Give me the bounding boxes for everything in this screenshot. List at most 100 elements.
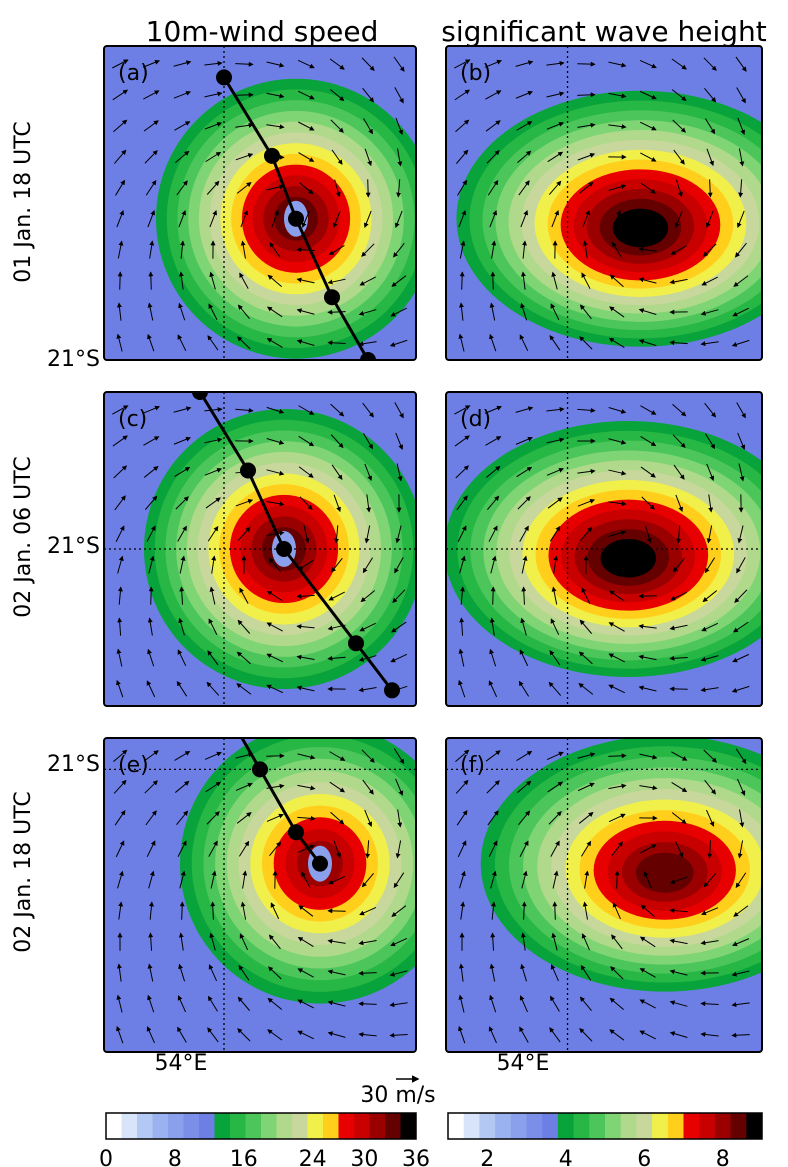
wind-vector xyxy=(614,870,620,889)
panel-label: (e) xyxy=(118,753,149,778)
wind-vector xyxy=(329,89,345,102)
wind-vector xyxy=(485,436,502,446)
wind-vector xyxy=(550,303,560,321)
wind-vector xyxy=(266,338,283,348)
colorbar-swatch xyxy=(479,1113,496,1139)
wind-vector xyxy=(581,933,590,951)
wind-vector xyxy=(208,303,218,320)
wind-vector xyxy=(143,90,160,100)
colorbar-tick-label: 0 xyxy=(99,1147,113,1167)
wind-vector xyxy=(358,1032,377,1038)
wind-vector xyxy=(395,778,404,796)
wind-vector xyxy=(547,781,564,793)
wind-vector xyxy=(581,272,591,289)
wind-vector xyxy=(146,1026,156,1044)
wind-vector xyxy=(117,586,123,605)
wind-vector xyxy=(672,403,687,417)
wind-vector xyxy=(328,591,345,601)
wind-vector xyxy=(327,969,346,976)
wind-vector xyxy=(737,778,746,796)
wind-vector xyxy=(209,932,216,951)
wind-vector xyxy=(176,180,188,196)
wind-vector xyxy=(363,210,372,229)
wind-vector xyxy=(519,649,529,667)
wind-vector xyxy=(735,56,747,72)
wind-vector xyxy=(611,241,623,258)
wind-vector xyxy=(267,997,283,1010)
wind-vector xyxy=(359,906,377,916)
wind-vector xyxy=(731,970,750,977)
wind-vector xyxy=(327,1000,346,1007)
wind-vector xyxy=(330,403,345,417)
wind-vector xyxy=(178,209,187,228)
track-point xyxy=(324,289,340,306)
wind-vector xyxy=(395,432,404,450)
wind-vector xyxy=(266,684,284,694)
field-panel-e xyxy=(104,738,416,1052)
wind-vector xyxy=(672,119,686,133)
wind-vector xyxy=(608,61,627,68)
wind-vector xyxy=(735,872,747,889)
wind-vector xyxy=(395,117,403,136)
wind-vector xyxy=(327,340,346,346)
column-title-wind: 10m-wind speed xyxy=(146,15,379,48)
wind-vector xyxy=(116,1025,124,1044)
colorbar-swatch xyxy=(323,1113,339,1139)
wind-vector xyxy=(394,87,404,104)
wind-vector xyxy=(459,240,466,259)
wind-vector xyxy=(205,781,222,793)
wind-vector xyxy=(733,905,749,917)
wind-vector xyxy=(297,936,314,947)
wind-vector xyxy=(738,463,745,482)
wind-vector xyxy=(487,495,500,510)
wind-vector xyxy=(669,938,688,945)
wind-vector xyxy=(551,586,558,605)
colorbar-tick-label: 36 xyxy=(402,1147,430,1167)
wind-vector xyxy=(365,840,371,859)
wind-vector xyxy=(551,209,560,228)
colorbar-swatch xyxy=(137,1113,153,1139)
wind-vector xyxy=(148,555,155,574)
wind-vector xyxy=(608,783,627,790)
wind-vector xyxy=(612,902,621,920)
wind-vector xyxy=(268,934,281,950)
wind-vector xyxy=(515,436,533,445)
wind-vector xyxy=(118,901,124,920)
wind-vector xyxy=(389,970,408,977)
colorbar-frame xyxy=(105,1112,417,1140)
wind-vector xyxy=(454,89,471,101)
wind-vector xyxy=(334,179,341,198)
wind-vector xyxy=(669,876,688,884)
wind-vector xyxy=(235,122,254,128)
wind-vector xyxy=(675,179,683,198)
wind-vector xyxy=(298,152,315,162)
wind-vector xyxy=(518,810,531,826)
wind-vector xyxy=(178,963,186,982)
wind-vector xyxy=(671,812,687,825)
wind-vector xyxy=(670,591,688,601)
wind-vector xyxy=(735,748,747,765)
wind-vector xyxy=(639,121,657,131)
wind-vector xyxy=(143,436,160,446)
wind-vector xyxy=(700,940,719,946)
wind-vector xyxy=(578,811,594,824)
wind-vector xyxy=(455,119,470,133)
wind-vector xyxy=(519,334,529,352)
wind-vector xyxy=(671,781,688,793)
wind-vector xyxy=(396,179,402,198)
wind-vector xyxy=(701,276,718,286)
wind-vector xyxy=(490,901,496,920)
wind-vector xyxy=(707,840,713,859)
wind-vector xyxy=(239,272,249,289)
wind-vector xyxy=(391,621,407,633)
wind-vector xyxy=(703,873,717,888)
wind-vector xyxy=(174,751,191,761)
wind-vector xyxy=(173,436,191,445)
wind-vector xyxy=(704,87,717,103)
wind-vector xyxy=(144,495,158,510)
wind-vector xyxy=(737,432,746,450)
wind-vector xyxy=(271,209,279,228)
wind-vector xyxy=(673,149,685,165)
wind-vector xyxy=(266,469,285,476)
wind-vector xyxy=(703,749,717,763)
